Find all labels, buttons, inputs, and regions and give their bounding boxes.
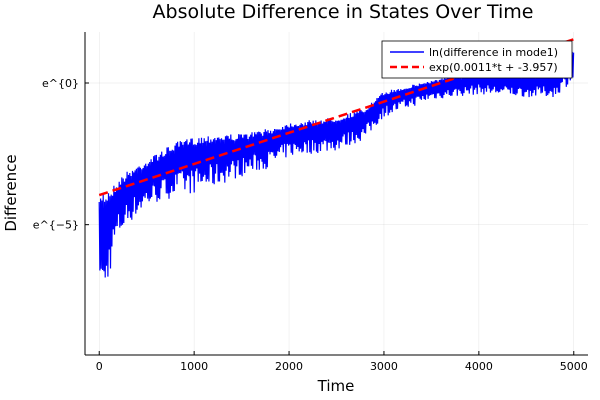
x-tick-label: 3000	[370, 360, 398, 373]
y-tick-label: e^{0}	[42, 77, 79, 90]
y-tick-label: e^{−5}	[33, 219, 79, 232]
legend-label: exp(0.0011*t + -3.957)	[429, 61, 558, 74]
axes	[84, 32, 588, 356]
x-tick-label: 4000	[465, 360, 493, 373]
x-tick-label: 2000	[275, 360, 303, 373]
tick-labels: 0 1000 2000 3000 4000 5000 e^{−5} e^{0}	[33, 77, 588, 373]
chart-title: Absolute Difference in States Over Time	[153, 1, 534, 23]
x-axis-label: Time	[317, 377, 355, 395]
series-difference-mode1	[98, 51, 575, 278]
legend-label: ln(difference in mode1)	[429, 46, 558, 59]
grid	[85, 32, 588, 355]
legend-box	[381, 40, 573, 79]
x-tick-label: 5000	[560, 360, 588, 373]
legend: ln(difference in mode1) exp(0.0011*t + -3…	[381, 40, 573, 79]
y-axis-label: Difference	[2, 154, 20, 231]
x-tick-label: 1000	[180, 360, 208, 373]
line-difference-mode1	[98, 51, 575, 278]
x-tick-label: 0	[96, 360, 103, 373]
